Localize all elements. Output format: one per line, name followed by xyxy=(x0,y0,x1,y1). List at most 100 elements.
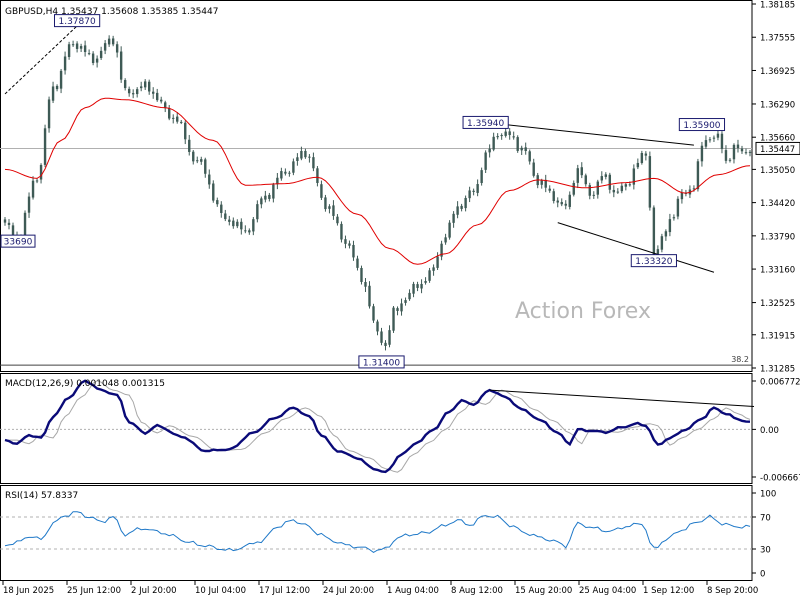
candle-body xyxy=(180,121,183,123)
candle-body xyxy=(696,161,700,190)
candle-body xyxy=(312,157,315,169)
candle-body xyxy=(284,171,287,174)
candle-body xyxy=(43,128,47,165)
candle-body xyxy=(252,219,255,232)
candle-body xyxy=(444,237,447,243)
candle-body xyxy=(372,306,375,321)
rsi-line xyxy=(4,511,751,553)
candle-body xyxy=(568,194,571,207)
candle-body xyxy=(364,281,367,287)
candle-body xyxy=(184,122,187,140)
candle-body xyxy=(584,175,587,185)
candle-body xyxy=(672,217,676,219)
candle-body xyxy=(332,205,335,216)
candle-body xyxy=(416,284,419,288)
candle-body xyxy=(628,184,632,186)
candle-body xyxy=(488,148,491,153)
candle-body xyxy=(348,243,351,246)
candle-body xyxy=(220,204,223,213)
candle-body xyxy=(428,270,431,281)
candle-body xyxy=(384,342,387,347)
candle-body xyxy=(640,153,644,164)
candle-body xyxy=(368,285,371,307)
candle-body xyxy=(276,177,279,185)
candle-body xyxy=(544,179,547,188)
candle-body xyxy=(556,200,559,203)
candle-body xyxy=(596,181,599,195)
price-annotation-label: 1.37870 xyxy=(58,17,95,27)
rsi-tick-label: 70 xyxy=(760,514,771,524)
candle-body xyxy=(123,80,127,89)
candle-body xyxy=(404,300,407,303)
price-annotation-label: 1.35940 xyxy=(467,119,504,129)
candle-body xyxy=(292,161,295,173)
candle-body xyxy=(704,140,708,147)
candle-body xyxy=(468,190,471,199)
candle-body xyxy=(716,133,720,138)
macd-signal-line xyxy=(5,380,751,473)
candle-body xyxy=(728,159,732,161)
price-tick-label: 1.35050 xyxy=(760,166,795,176)
candle-body xyxy=(476,184,479,193)
candle-body xyxy=(708,139,712,141)
candle-body xyxy=(588,185,591,196)
price-annotation-box xyxy=(462,115,509,129)
candle-body xyxy=(328,206,331,209)
candle-body xyxy=(143,81,147,88)
candle-body xyxy=(440,243,443,257)
candle-body xyxy=(636,162,640,168)
candle-body xyxy=(336,216,339,224)
candle-body xyxy=(644,153,648,156)
candle-body xyxy=(632,168,636,185)
candle-body xyxy=(188,139,191,152)
macd-line xyxy=(4,379,751,474)
current-price-tag xyxy=(755,141,800,155)
candle-body xyxy=(344,239,347,244)
candle-body xyxy=(95,58,99,63)
candle-body xyxy=(680,192,684,200)
time-tick-label: 2 Jul 20:00 xyxy=(131,586,177,596)
trendline-0 xyxy=(4,25,78,95)
candle-body xyxy=(356,258,359,268)
candle-body xyxy=(212,183,215,201)
time-tick-label: 25 Jun 12:00 xyxy=(67,586,121,596)
candle-body xyxy=(59,70,63,89)
candle-body xyxy=(47,99,51,129)
candle-body xyxy=(27,196,31,213)
candle-body xyxy=(480,170,483,184)
candle-body xyxy=(248,230,251,233)
candle-body xyxy=(79,46,83,49)
candle-body xyxy=(512,136,515,138)
candle-body xyxy=(51,86,55,101)
candle-body xyxy=(424,281,427,283)
candle-body xyxy=(288,172,291,174)
candle-body xyxy=(532,162,535,176)
candle-body xyxy=(580,167,583,176)
candle-body xyxy=(280,171,283,179)
candle-body xyxy=(268,194,271,199)
candle-body xyxy=(152,91,155,94)
candle-body xyxy=(91,53,95,63)
candle-body xyxy=(508,131,511,136)
macd-tick-label: 0.00 xyxy=(760,426,779,436)
candle-body xyxy=(616,191,620,193)
candle-body xyxy=(232,220,235,227)
price-annotation-label: 33690 xyxy=(4,238,33,248)
candle-body xyxy=(164,102,167,109)
time-tick-label: 1 Sep 12:00 xyxy=(643,586,694,596)
fib-level-label: 38.2 xyxy=(731,355,749,364)
candle-body xyxy=(256,204,259,220)
price-tick-label: 1.33790 xyxy=(760,232,795,242)
candle-body xyxy=(720,133,724,149)
price-tick-label: 1.37555 xyxy=(760,34,795,44)
candle-body xyxy=(732,144,736,160)
rsi-tick-label: 30 xyxy=(760,546,771,556)
macd-title: MACD(12,26,9) 0.001048 0.001315 xyxy=(5,379,165,389)
price-tick-label: 1.32525 xyxy=(760,299,795,309)
candle-body xyxy=(83,45,87,53)
price-tick-label: 1.34420 xyxy=(760,199,795,209)
trendline-2 xyxy=(557,222,715,273)
candle-body xyxy=(744,152,748,154)
time-tick-label: 24 Jul 20:00 xyxy=(323,586,374,596)
